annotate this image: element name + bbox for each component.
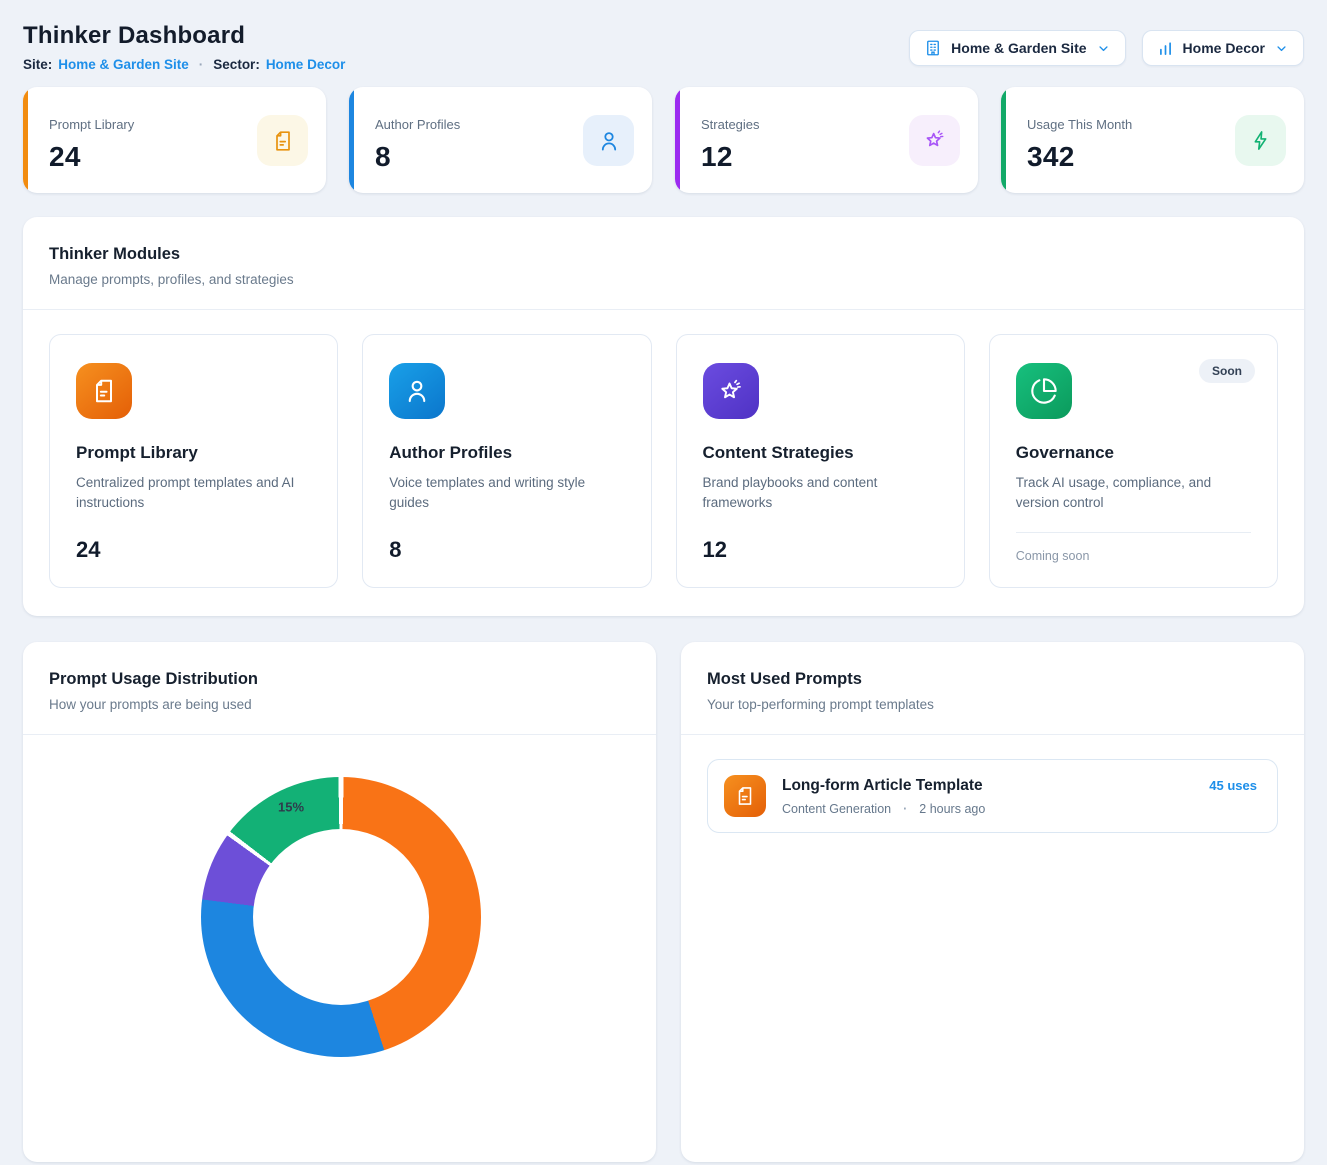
prompts-card-header: Most Used Prompts Your top-performing pr… — [681, 642, 1304, 735]
donut-chart[interactable]: 15% — [23, 735, 656, 1165]
stats-row: Prompt Library 24 Author Profiles 8 Stra… — [23, 87, 1304, 193]
modules-panel-header: Thinker Modules Manage prompts, profiles… — [23, 217, 1304, 310]
site-selector-dropdown[interactable]: Home & Garden Site — [909, 30, 1126, 66]
module-title: Governance — [1015, 443, 1115, 462]
sector-selector-label: Home Decor — [1182, 40, 1265, 56]
prompt-usage-card: Prompt Usage Distribution How your promp… — [23, 642, 656, 1162]
chevron-down-icon — [1274, 41, 1289, 56]
accent-stripe — [1001, 87, 1006, 193]
accent-stripe — [23, 87, 28, 193]
most-used-prompts-card: Most Used Prompts Your top-performing pr… — [681, 642, 1304, 1162]
stat-card-usage: Usage This Month 342 — [1001, 87, 1304, 193]
chevron-down-icon — [1096, 41, 1111, 56]
prompt-item-category: Content Generation — [782, 801, 892, 816]
stat-label: Prompt Library — [49, 117, 135, 132]
accent-stripe — [349, 87, 354, 193]
accent-stripe — [675, 87, 680, 193]
usage-card-header: Prompt Usage Distribution How your promp… — [23, 642, 656, 735]
page-header: Thinker Dashboard Site: Home & Garden Si… — [23, 22, 1304, 72]
module-footer: Coming soon — [1015, 549, 1090, 563]
module-count: 8 — [389, 537, 402, 562]
site-label: Site: — [23, 57, 53, 72]
stat-value: 342 — [1027, 141, 1075, 172]
sector-link[interactable]: Home Decor — [265, 57, 346, 72]
module-description: Track AI usage, compliance, and version … — [1015, 475, 1212, 511]
module-count: 24 — [76, 537, 101, 562]
stat-label: Strategies — [701, 117, 760, 132]
module-card-governance[interactable]: Soon Governance Track AI usage, complian… — [988, 334, 1278, 588]
bottom-row: Prompt Usage Distribution How your promp… — [23, 642, 1304, 1162]
stat-card-strategies: Strategies 12 — [675, 87, 978, 193]
bar-chart-icon — [1157, 40, 1174, 57]
document-icon — [257, 115, 308, 166]
breadcrumb: Site: Home & Garden Site · Sector: Home … — [23, 57, 345, 72]
modules-grid: Prompt Library Centralized prompt templa… — [23, 310, 1304, 616]
user-icon — [583, 115, 634, 166]
divider — [1015, 532, 1251, 533]
module-title: Content Strategies — [702, 443, 854, 462]
prompt-item-time: 2 hours ago — [919, 801, 986, 816]
prompts-card-subtitle: Your top-performing prompt templates — [707, 697, 934, 712]
stat-label: Usage This Month — [1027, 117, 1133, 132]
stat-label: Author Profiles — [375, 117, 461, 132]
module-card-content-strategies[interactable]: Content Strategies Brand playbooks and c… — [675, 334, 965, 588]
prompt-list: Long-form Article Template Content Gener… — [681, 735, 1304, 857]
donut-segment-label: 15% — [277, 799, 305, 815]
sparkle-star-icon — [909, 115, 960, 166]
thinker-modules-panel: Thinker Modules Manage prompts, profiles… — [23, 217, 1304, 616]
sector-label: Sector: — [213, 57, 260, 72]
stat-card-prompt-library: Prompt Library 24 — [23, 87, 326, 193]
stat-value: 24 — [49, 141, 81, 172]
stat-value: 12 — [701, 141, 733, 172]
site-link[interactable]: Home & Garden Site — [58, 57, 189, 72]
stat-card-author-profiles: Author Profiles 8 — [349, 87, 652, 193]
module-card-prompt-library[interactable]: Prompt Library Centralized prompt templa… — [49, 334, 339, 588]
module-description: Voice templates and writing style guides — [389, 475, 586, 511]
prompt-item-body: Long-form Article Template Content Gener… — [782, 777, 1193, 816]
document-icon — [724, 775, 766, 817]
donut-hole — [253, 829, 429, 1005]
document-icon — [76, 363, 132, 419]
page-title: Thinker Dashboard — [23, 22, 246, 49]
building-icon — [924, 39, 942, 57]
usage-card-subtitle: How your prompts are being used — [49, 697, 252, 712]
usage-card-title: Prompt Usage Distribution — [49, 670, 259, 688]
module-count: 12 — [702, 537, 727, 562]
module-description: Brand playbooks and content frameworks — [702, 475, 878, 511]
site-selector-label: Home & Garden Site — [951, 40, 1087, 56]
pie-chart-icon — [1015, 363, 1072, 419]
sparkle-star-icon — [702, 363, 759, 419]
modules-panel-subtitle: Manage prompts, profiles, and strategies — [49, 272, 294, 287]
meta-separator: · — [198, 57, 204, 72]
prompts-card-title: Most Used Prompts — [707, 670, 862, 688]
soon-badge: Soon — [1199, 359, 1255, 383]
prompt-item-uses-badge: 45 uses — [1209, 778, 1257, 793]
sector-selector-dropdown[interactable]: Home Decor — [1141, 30, 1304, 66]
prompt-item-meta: Content Generation · 2 hours ago — [782, 802, 1193, 816]
stat-value: 8 — [375, 141, 391, 172]
user-icon — [389, 363, 446, 419]
module-title: Author Profiles — [389, 443, 513, 462]
meta-separator: · — [903, 801, 908, 816]
header-controls: Home & Garden Site Home Decor — [909, 30, 1304, 66]
prompt-item-title: Long-form Article Template — [782, 776, 983, 794]
module-title: Prompt Library — [76, 443, 198, 462]
prompt-list-item[interactable]: Long-form Article Template Content Gener… — [707, 759, 1278, 833]
modules-panel-title: Thinker Modules — [49, 245, 181, 263]
bolt-icon — [1235, 115, 1286, 166]
header-left: Thinker Dashboard Site: Home & Garden Si… — [23, 22, 345, 72]
module-description: Centralized prompt templates and AI inst… — [76, 475, 295, 511]
module-card-author-profiles[interactable]: Author Profiles Voice templates and writ… — [362, 334, 652, 588]
